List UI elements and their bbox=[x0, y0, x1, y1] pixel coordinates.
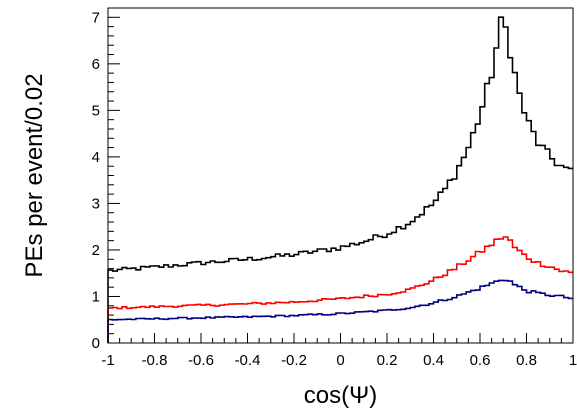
tick-layer: -1 -0.8 -0.6 -0.4 -0.2 0 0.2 0.4 0.6 0.8 1 0 1 2 3 4 5 6 7 bbox=[92, 9, 577, 369]
x-tick-label: 0.6 bbox=[470, 352, 491, 369]
y-tick-label: 5 bbox=[92, 102, 100, 119]
y-tick-label: 3 bbox=[92, 195, 100, 212]
x-tick-label: 0.8 bbox=[516, 352, 537, 369]
x-tick-label: -1 bbox=[101, 352, 114, 369]
x-tick-label: 1 bbox=[569, 352, 577, 369]
x-tick-label: 0 bbox=[336, 352, 344, 369]
y-tick-label: 4 bbox=[92, 149, 100, 166]
y-axis-title: PEs per event/0.02 bbox=[21, 73, 48, 277]
y-tick-label: 6 bbox=[92, 56, 100, 73]
x-tick-label: -0.4 bbox=[235, 352, 261, 369]
y-tick-label: 0 bbox=[92, 335, 100, 352]
histogram-series-1 bbox=[107, 236, 573, 343]
x-axis-title: cos(Ψ) bbox=[304, 382, 377, 409]
histogram-series-2 bbox=[107, 279, 573, 343]
y-tick-label: 1 bbox=[92, 288, 100, 305]
x-tick-label: 0.2 bbox=[377, 352, 398, 369]
x-tick-label: -0.8 bbox=[142, 352, 168, 369]
x-tick-label: 0.4 bbox=[423, 352, 444, 369]
x-tick-label: -0.6 bbox=[188, 352, 214, 369]
plot-frame bbox=[107, 7, 574, 344]
histogram-series-0 bbox=[107, 16, 573, 343]
y-tick-label: 2 bbox=[92, 242, 100, 259]
series-layer bbox=[107, 16, 573, 343]
y-tick-label: 7 bbox=[92, 9, 100, 26]
x-tick-label: -0.2 bbox=[281, 352, 307, 369]
